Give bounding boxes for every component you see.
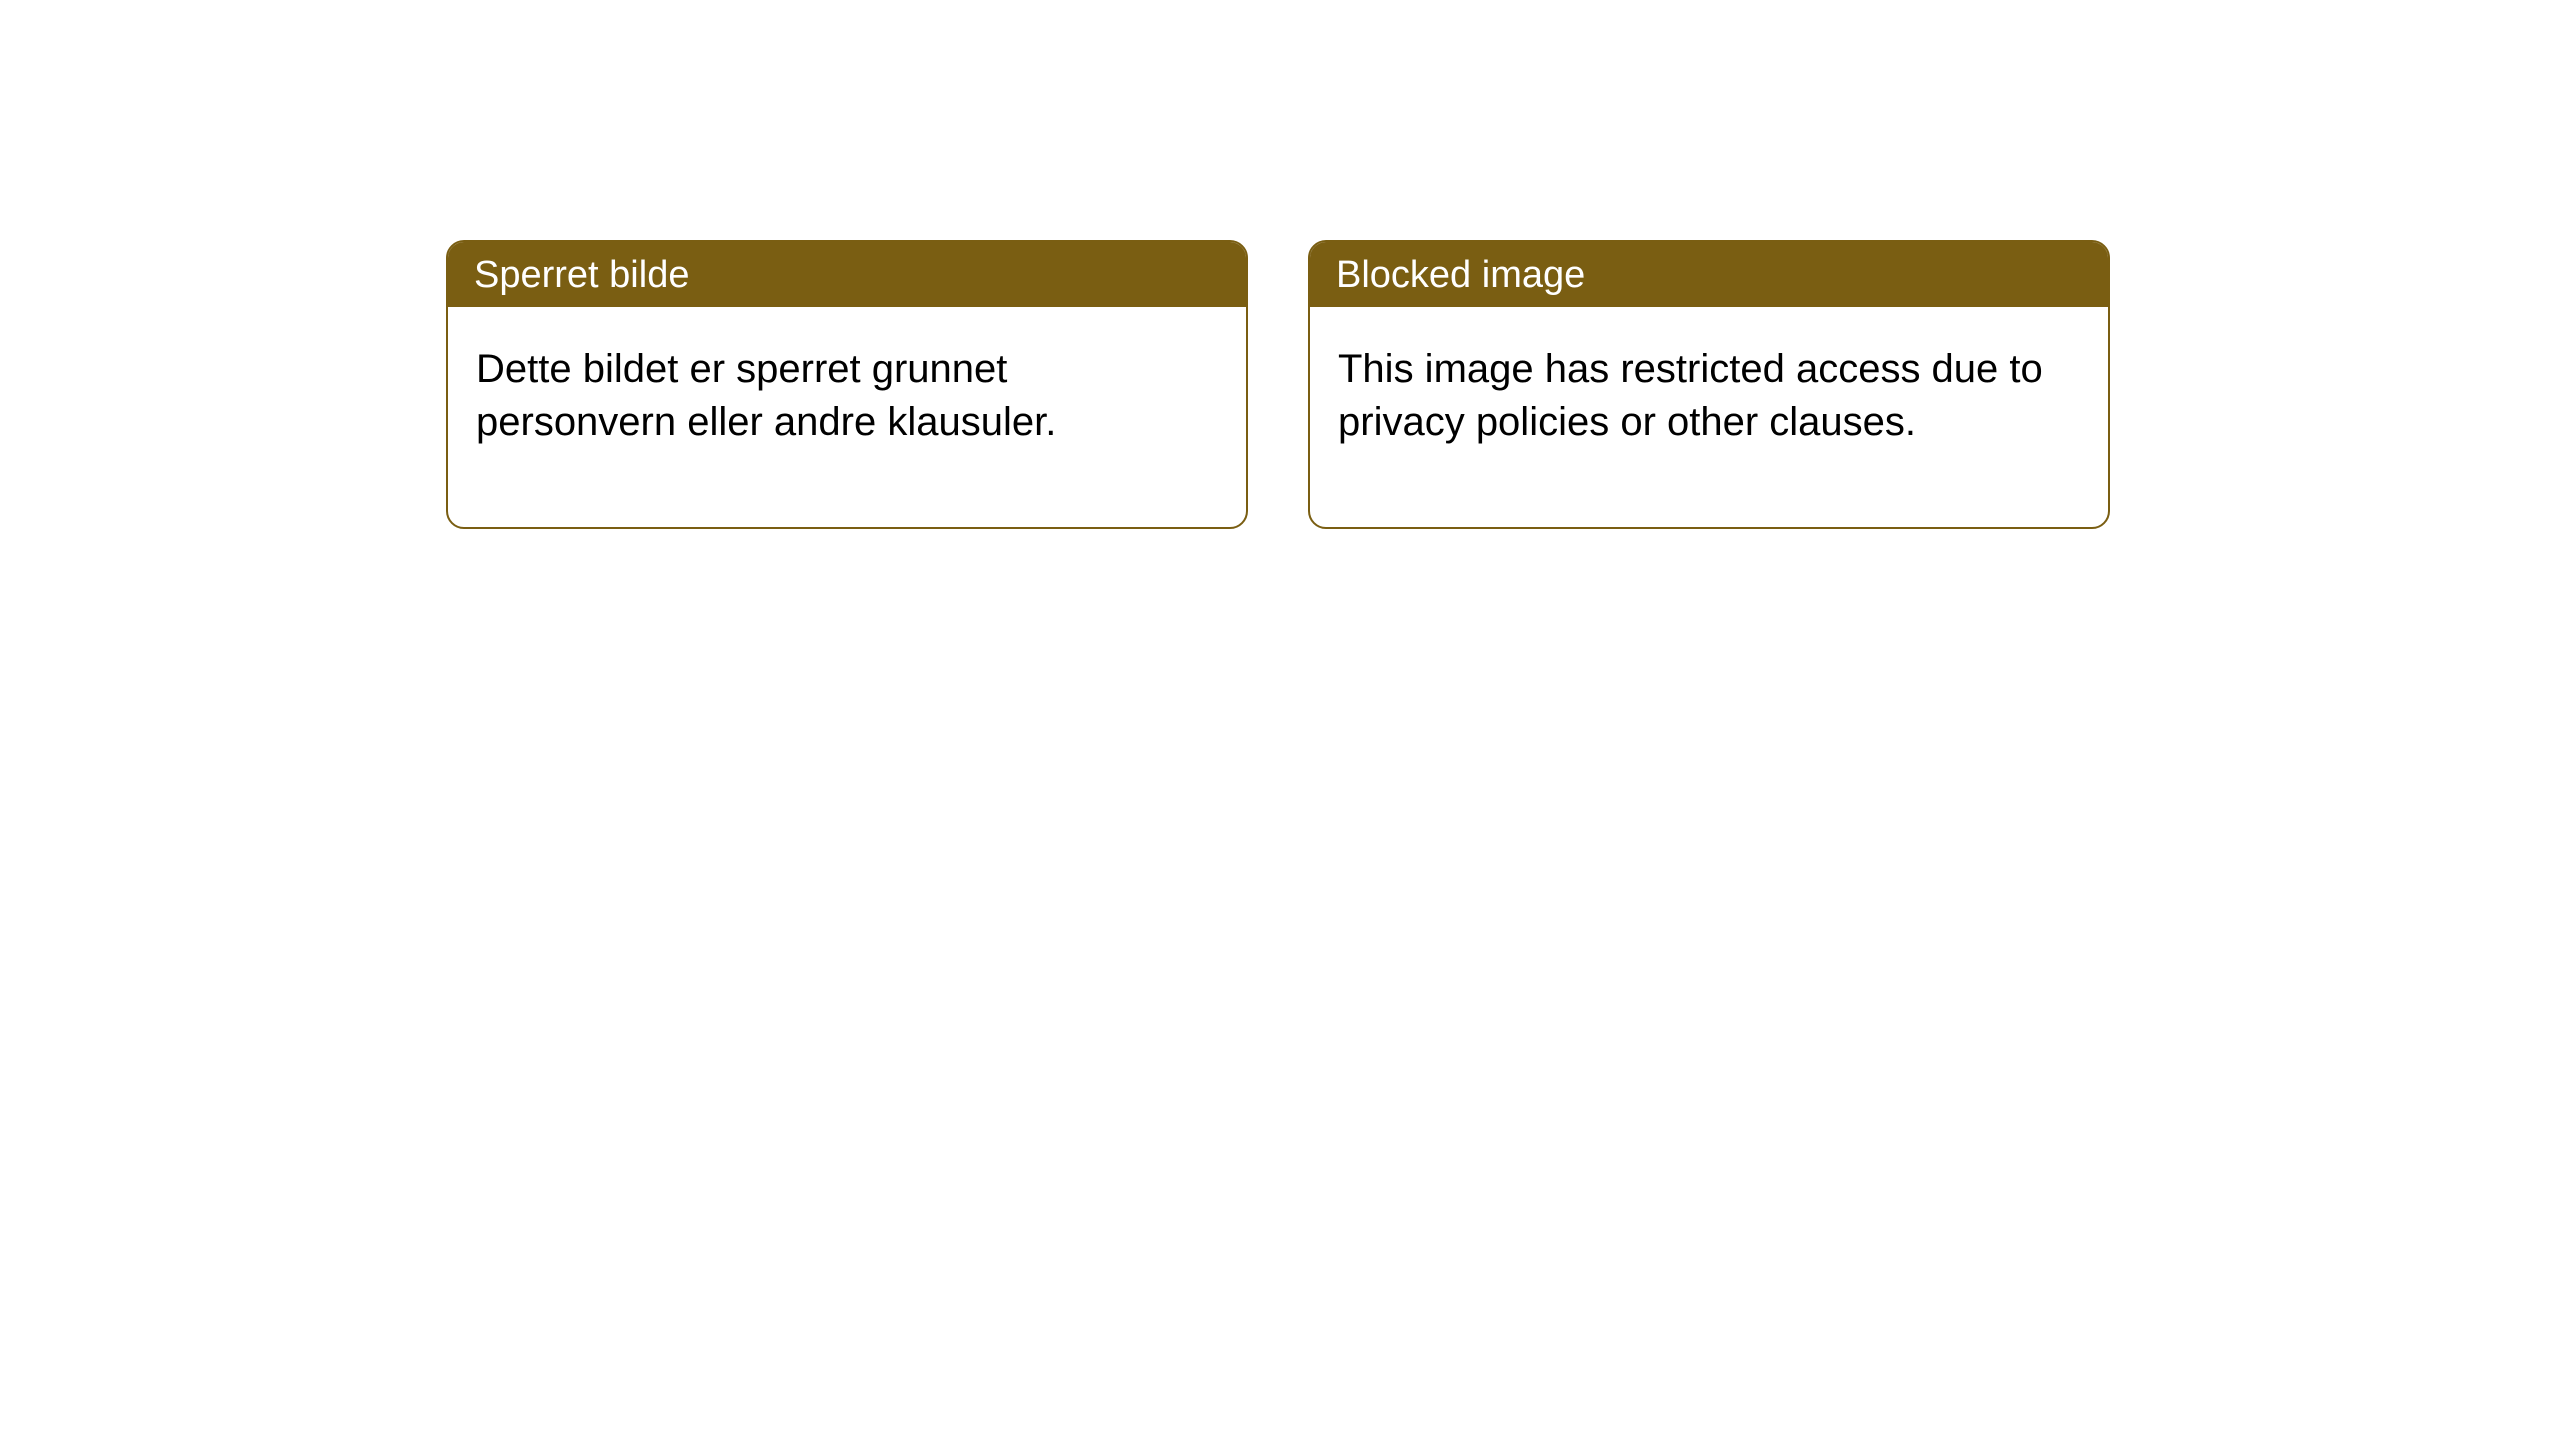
notice-body-norwegian: Dette bildet er sperret grunnet personve… [448, 307, 1246, 527]
notice-card-norwegian: Sperret bilde Dette bildet er sperret gr… [446, 240, 1248, 529]
notice-title-english: Blocked image [1310, 242, 2108, 307]
notice-body-english: This image has restricted access due to … [1310, 307, 2108, 527]
notice-title-norwegian: Sperret bilde [448, 242, 1246, 307]
notice-container: Sperret bilde Dette bildet er sperret gr… [446, 240, 2110, 529]
notice-card-english: Blocked image This image has restricted … [1308, 240, 2110, 529]
